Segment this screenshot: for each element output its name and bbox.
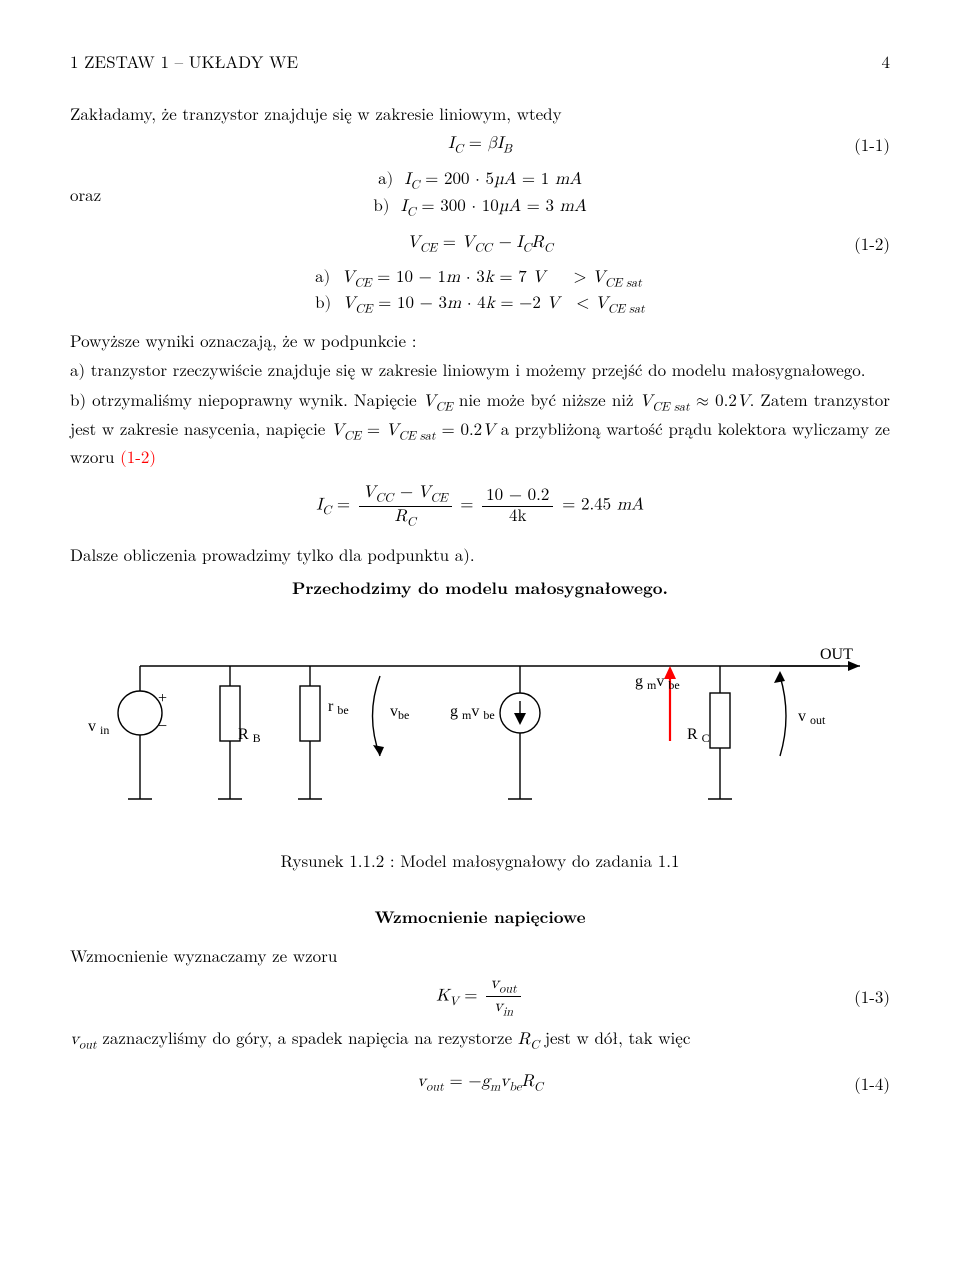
equation-2: VCE = VCC − ICRC (1-2) xyxy=(70,231,890,258)
para-a: a) tranzystor rzeczywiście znajduje się … xyxy=(70,358,890,382)
figure-caption: Rysunek 1.1.2 : Model małosygnałowy do z… xyxy=(70,849,890,873)
para-b: b) otrzymaliśmy niepoprawny wynik. Napię… xyxy=(70,388,890,469)
label-gmvbe1: g mv be xyxy=(450,703,495,722)
label-vbe: vbe xyxy=(390,703,409,722)
eq2-body: VCE = VCC − ICRC xyxy=(407,231,553,258)
list2-b: b) VCE = 10 − 3m · 4k = −2 V < VCE sat xyxy=(315,292,645,319)
label-rbe: r be xyxy=(328,698,349,717)
eq3-number: (1-3) xyxy=(854,985,890,1009)
label-minus: − xyxy=(158,718,167,735)
circuit-diagram: v in + − R B r be vbe g mv be g mv be R … xyxy=(80,621,880,831)
para-gain-intro: Wzmocnienie wyznaczamy ze wzoru xyxy=(70,944,890,968)
heading-gain: Wzmocnienie napięciowe xyxy=(70,906,890,930)
header-left: 1 ZESTAW 1 – UKŁADY WE xyxy=(70,50,298,74)
heading-model: Przechodzimy do modelu małosygnałowego. xyxy=(70,577,890,601)
equation-1: IC = βIB (1-1) xyxy=(70,132,890,159)
eq4-number: (1-4) xyxy=(854,1072,890,1096)
label-vin: v in xyxy=(88,718,109,737)
oraz-label: oraz xyxy=(70,183,130,207)
para-results: Powyższe wyniki oznaczają, że w podpunkc… xyxy=(70,329,890,353)
equation-3: KV = voutvin (1-3) xyxy=(70,974,890,1020)
list2-a: a) VCE = 10 − 1m · 3k = 7 V > VCE sat xyxy=(315,266,645,293)
label-plus: + xyxy=(158,690,167,707)
label-OUT: OUT xyxy=(820,646,853,663)
list1-b: b) IC = 300 · 10µA = 3 mA xyxy=(130,195,830,222)
page-number: 4 xyxy=(882,50,891,74)
para-vout: vout zaznaczyliśmy do góry, a spadek nap… xyxy=(70,1026,890,1055)
running-header: 1 ZESTAW 1 – UKŁADY WE 4 xyxy=(70,50,890,74)
intro-text: Zakładamy, że tranzystor znajduje się w … xyxy=(70,102,890,126)
label-RC: R C xyxy=(687,726,710,745)
label-vout: v out xyxy=(798,708,826,727)
eq-ref-1-2: (1-2) xyxy=(120,444,156,468)
eq1-number: (1-1) xyxy=(854,133,890,157)
equation-4: vout = −gmvbeRC (1-4) xyxy=(70,1070,890,1097)
label-RB: R B xyxy=(238,726,261,745)
eq1-body: IC = βIB xyxy=(448,132,512,159)
para-continue: Dalsze obliczenia prowadzimy tylko dla p… xyxy=(70,543,890,567)
eq2-number: (1-2) xyxy=(854,232,890,256)
list1-a: a) IC = 200 · 5µA = 1 mA xyxy=(130,168,830,195)
equation-ic-calc: IC = VCC − VCERC = 10 − 0.24k = 2.45 mA xyxy=(70,483,890,529)
